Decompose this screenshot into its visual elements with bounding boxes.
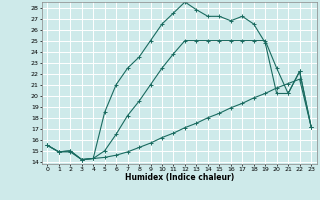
X-axis label: Humidex (Indice chaleur): Humidex (Indice chaleur) [124, 173, 234, 182]
